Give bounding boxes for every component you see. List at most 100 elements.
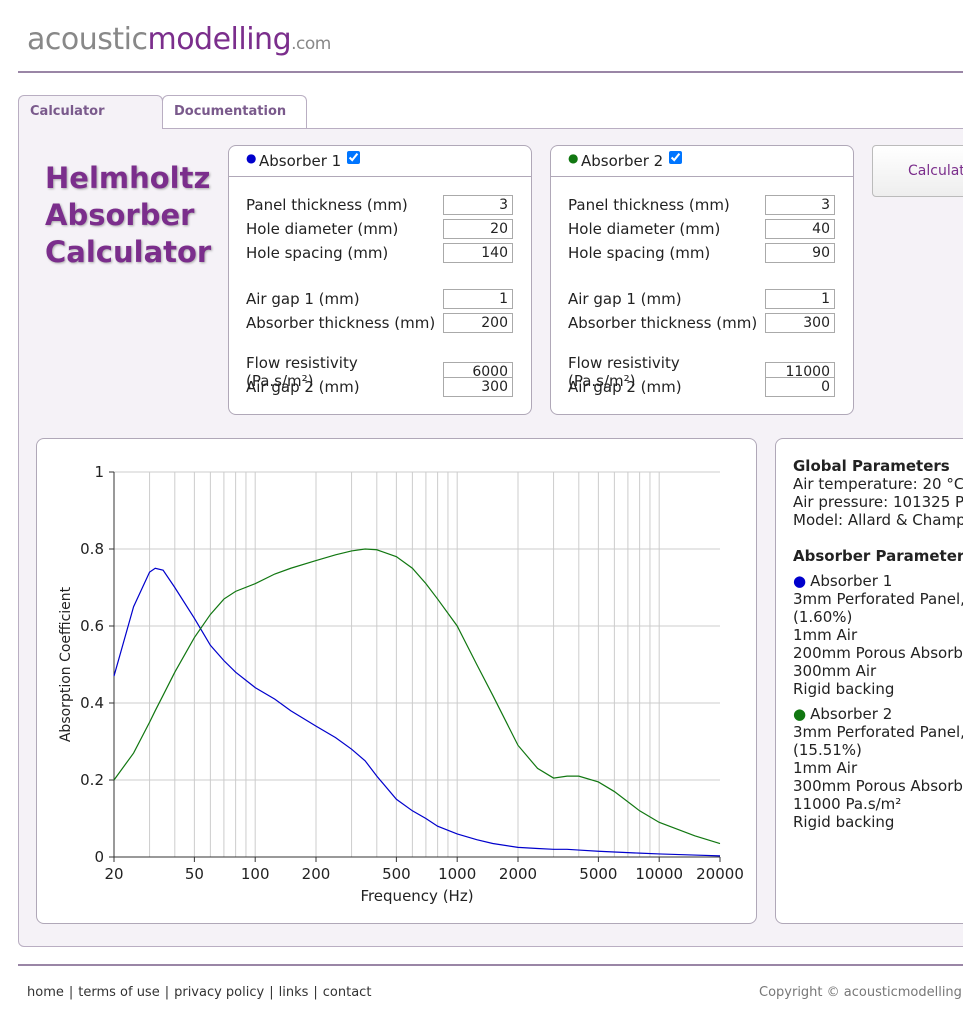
absorber-name: Absorber 2 [810, 705, 893, 723]
separator: | [313, 985, 318, 1000]
y-tick-label: 0.4 [80, 694, 104, 712]
field-input[interactable]: 1 [765, 289, 835, 309]
field-label: Absorber thickness (mm) [246, 314, 436, 332]
series-line [113, 567, 721, 857]
absorber-box: ● Absorber 2 Panel thickness (mm) 3 Hole dia… [550, 145, 854, 415]
x-tick-label: 20 [104, 865, 123, 883]
absorber-name: Absorber 1 [810, 572, 893, 590]
y-tick-label: 0.6 [80, 617, 104, 635]
field-input[interactable]: 300 [443, 377, 513, 397]
bullet: ● [793, 572, 807, 590]
param-line: 300mm Air [793, 662, 877, 680]
field-input[interactable]: 3 [443, 195, 513, 215]
field-input[interactable]: 200 [443, 313, 513, 333]
param-line: 3mm Perforated Panel, [793, 590, 963, 608]
field-label: Flow resistivity (Pa.s/m²) [568, 354, 680, 390]
title-line: Helmholtz [45, 161, 211, 195]
x-tick-label: 200 [302, 865, 331, 883]
box-header: ● Absorber 2 [551, 146, 853, 177]
logo-part: acoustic [27, 22, 148, 57]
absorber-box: ● Absorber 1 Panel thickness (mm) 3 Hole dia… [228, 145, 532, 415]
section-title: Global Parameters [793, 457, 950, 475]
param-line: Air pressure: 101325 Pa [793, 493, 963, 511]
field-input[interactable]: 90 [765, 243, 835, 263]
footer-link[interactable]: links [278, 985, 309, 1000]
x-axis-label: Frequency (Hz) [360, 887, 473, 905]
param-line: Rigid backing [793, 813, 895, 831]
logo-part: .com [291, 34, 331, 54]
field-label: Air gap 1 (mm) [568, 290, 682, 308]
field-label: Air gap 2 (mm) [246, 378, 360, 396]
enable-checkbox[interactable] [669, 151, 682, 164]
box-header: ● Absorber 1 [229, 146, 531, 177]
x-tick-label: 10000 [635, 865, 683, 883]
field-label: Panel thickness (mm) [246, 196, 408, 214]
calculate-button[interactable]: Calculate [872, 145, 963, 197]
param-line: (15.51%) [793, 741, 862, 759]
series-line [113, 548, 721, 845]
param-line: 3mm Perforated Panel, [793, 723, 963, 741]
field-input[interactable]: 300 [765, 313, 835, 333]
field-label: Panel thickness (mm) [568, 196, 730, 214]
result-head: ● Absorber 2 [793, 705, 963, 723]
field-input[interactable]: 0 [765, 377, 835, 397]
page-title: Helmholtz Absorber Calculator [45, 160, 211, 271]
x-tick-label: 20000 [696, 865, 744, 883]
field-label: Hole spacing (mm) [246, 244, 389, 262]
bullet: ● [568, 151, 579, 165]
field-label: Absorber thickness (mm) [568, 314, 758, 332]
chart: 0 0.2 0.4 0.6 0.8 1 20 50 100 200 500 1000 2000 5000 1… [58, 463, 744, 905]
absorber-name: Absorber 1 [259, 152, 342, 170]
param-line: 1mm Air [793, 759, 858, 777]
title-line: Absorber [45, 198, 195, 232]
field-input[interactable]: 140 [443, 243, 513, 263]
field-label: Air gap 1 (mm) [246, 290, 360, 308]
field-label: Air gap 2 (mm) [568, 378, 682, 396]
divider [18, 71, 963, 73]
separator: | [68, 985, 74, 1000]
field-input[interactable]: 20 [443, 219, 513, 239]
y-tick-label: 1 [94, 463, 104, 481]
param-line: 200mm Porous Absorber [793, 644, 963, 662]
copyright: Copyright © acousticmodelling.com [759, 985, 963, 1000]
footer-link[interactable]: home [27, 985, 64, 1000]
footer-link[interactable]: contact [322, 985, 372, 1000]
x-tick-label: 5000 [579, 865, 617, 883]
param-line: 1mm Air [793, 626, 858, 644]
param-line: (1.60%) [793, 608, 853, 626]
y-tick-label: 0 [94, 848, 104, 866]
divider [18, 964, 963, 966]
section-title: Absorber Parameters [793, 547, 963, 565]
y-tick-label: 0.2 [80, 771, 104, 789]
bullet: ● [793, 705, 807, 723]
x-tick-label: 50 [185, 865, 204, 883]
footer-links: home | terms of use | privacy policy | links | c… [27, 985, 371, 1000]
footer-link[interactable]: terms of use [78, 985, 160, 1000]
field-label: Flow resistivity (Pa.s/m²) [246, 354, 358, 390]
x-tick-label: 2000 [499, 865, 537, 883]
x-tick-label: 100 [241, 865, 270, 883]
y-axis-label: Absorption Coefficient [58, 586, 74, 742]
field-label: Hole diameter (mm) [568, 220, 721, 238]
separator: | [164, 985, 170, 1000]
param-line: Air temperature: 20 °C [793, 475, 963, 493]
field-input[interactable]: 1 [443, 289, 513, 309]
title-line: Calculator [45, 235, 212, 269]
separator: | [269, 985, 274, 1000]
tab[interactable]: Documentation [162, 95, 307, 128]
param-line: 11000 Pa.s/m² [793, 795, 902, 813]
chart-panel: 0 0.2 0.4 0.6 0.8 1 20 50 100 200 500 1000 2000 5000 1… [36, 438, 757, 924]
bullet: ● [246, 151, 257, 165]
enable-checkbox[interactable] [347, 151, 360, 164]
field-input[interactable]: 40 [765, 219, 835, 239]
results-panel: Global Parameters Air temperature: 20 °C A… [775, 438, 963, 924]
field-input[interactable]: 3 [765, 195, 835, 215]
footer-link[interactable]: privacy policy [174, 985, 265, 1000]
field-label: Hole diameter (mm) [246, 220, 399, 238]
x-tick-label: 1000 [438, 865, 476, 883]
logo[interactable]: acousticmodelling.com [27, 22, 331, 57]
tab[interactable]: Calculator [18, 95, 163, 129]
field-label: Hole spacing (mm) [568, 244, 711, 262]
param-line: Rigid backing [793, 680, 895, 698]
